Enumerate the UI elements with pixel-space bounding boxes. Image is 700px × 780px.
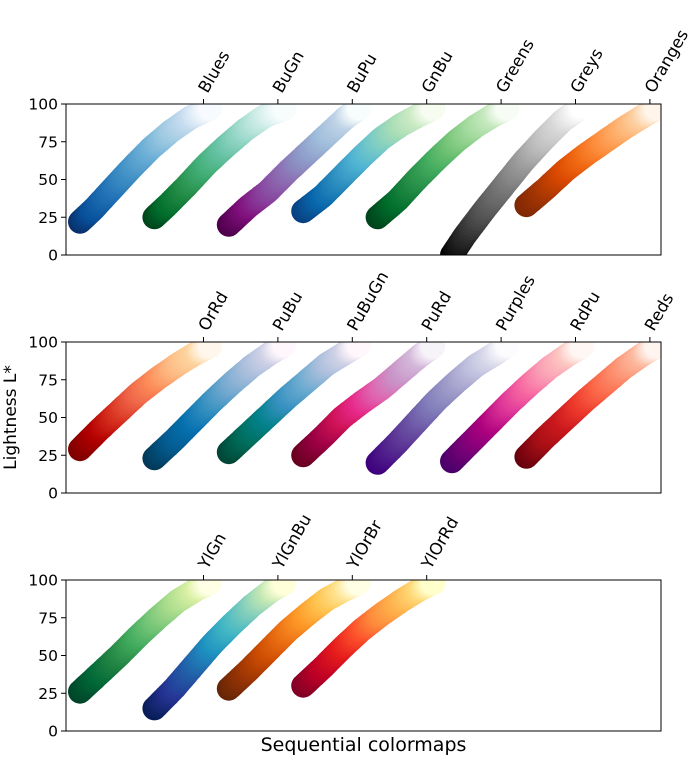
point [346,104,371,121]
y-tick-label: 25 [38,209,58,227]
panel-1: Blues BuGn BuPu GnBu Greens Greys Oranges 0 25 50… [28,26,692,265]
y-tick-label: 50 [38,171,58,189]
y-tick-label: 100 [28,334,58,352]
series-reds [514,342,661,469]
plot-area [68,580,446,721]
series-oranges [514,104,661,218]
colormap-name-label: Greys [567,45,607,96]
colormap-name-label: Oranges [641,26,692,96]
point [272,104,297,121]
point [644,104,661,121]
point [421,342,446,359]
series-greys [440,104,594,255]
point [495,104,520,121]
series-ylorbr [216,580,371,701]
y-tick-label: 0 [48,485,58,503]
series-pubu [142,342,297,471]
colormap-name-label: YlGnBu [268,511,315,573]
point [198,104,222,121]
point [570,104,594,119]
series-bugn [142,104,297,230]
series-ylgn [68,580,222,704]
plot-area [68,104,661,255]
series-gnbu [291,104,446,224]
y-tick-label: 25 [38,447,58,465]
y-tick-label: 100 [28,96,58,114]
point [570,342,594,359]
point [198,342,222,359]
colormap-name-label: Reds [641,290,677,334]
point [346,342,371,357]
colormap-name-label: OrRd [195,288,232,334]
series-bupu [216,104,371,237]
y-tick-label: 25 [38,685,58,703]
y-tick-label: 0 [48,723,58,741]
series-ylorrd [291,580,446,698]
y-axis-label: Lightness L* [1,365,21,470]
panel-3: YlGn YlGnBu YlOrBr YlOrRd 0 25 50 75 100 [28,511,662,741]
y-tick-label: 50 [38,409,58,427]
point [421,104,446,121]
colormap-name-label: BuGn [269,48,308,96]
colormap-name-label: Blues [195,47,234,96]
panel-2: OrRd PuBu PuBuGn PuRd Purples RdPu Reds 0 25 50 75… [28,268,677,502]
colormap-name-label: Greens [492,36,538,96]
y-tick-label: 100 [28,572,58,590]
colormap-name-label: GnBu [418,48,457,96]
colormap-name-label: PuRd [418,288,455,334]
colormap-name-label: RdPu [567,288,604,334]
y-tick-label: 75 [38,371,58,389]
point [272,342,297,357]
series-ylgnbu [142,580,297,721]
series-pubugn [216,342,371,465]
colormap-name-label: YlOrRd [417,514,462,573]
plot-area [68,342,661,475]
colormap-name-label: PuBuGn [343,268,392,334]
y-tick-label: 75 [38,609,58,627]
point [346,580,371,595]
colormap-name-label: YlOrBr [343,517,386,573]
point [198,580,222,595]
point [421,580,446,595]
x-axis-label: Sequential colormaps [261,734,467,756]
series-purd [291,342,446,468]
series-orrd [68,342,222,462]
series-greens [365,104,520,230]
colormap-name-label: YlGn [194,530,230,573]
series-purples [365,342,520,475]
point [644,342,661,359]
y-tick-label: 50 [38,647,58,665]
y-tick-label: 0 [48,247,58,265]
y-tick-label: 75 [38,133,58,151]
series-blues [68,104,222,234]
colormap-name-label: Purples [492,272,539,334]
colormap-name-label: PuBu [269,288,306,334]
series-rdpu [440,342,594,474]
colormap-name-label: BuPu [343,50,380,96]
point [272,580,297,595]
point [495,342,520,357]
